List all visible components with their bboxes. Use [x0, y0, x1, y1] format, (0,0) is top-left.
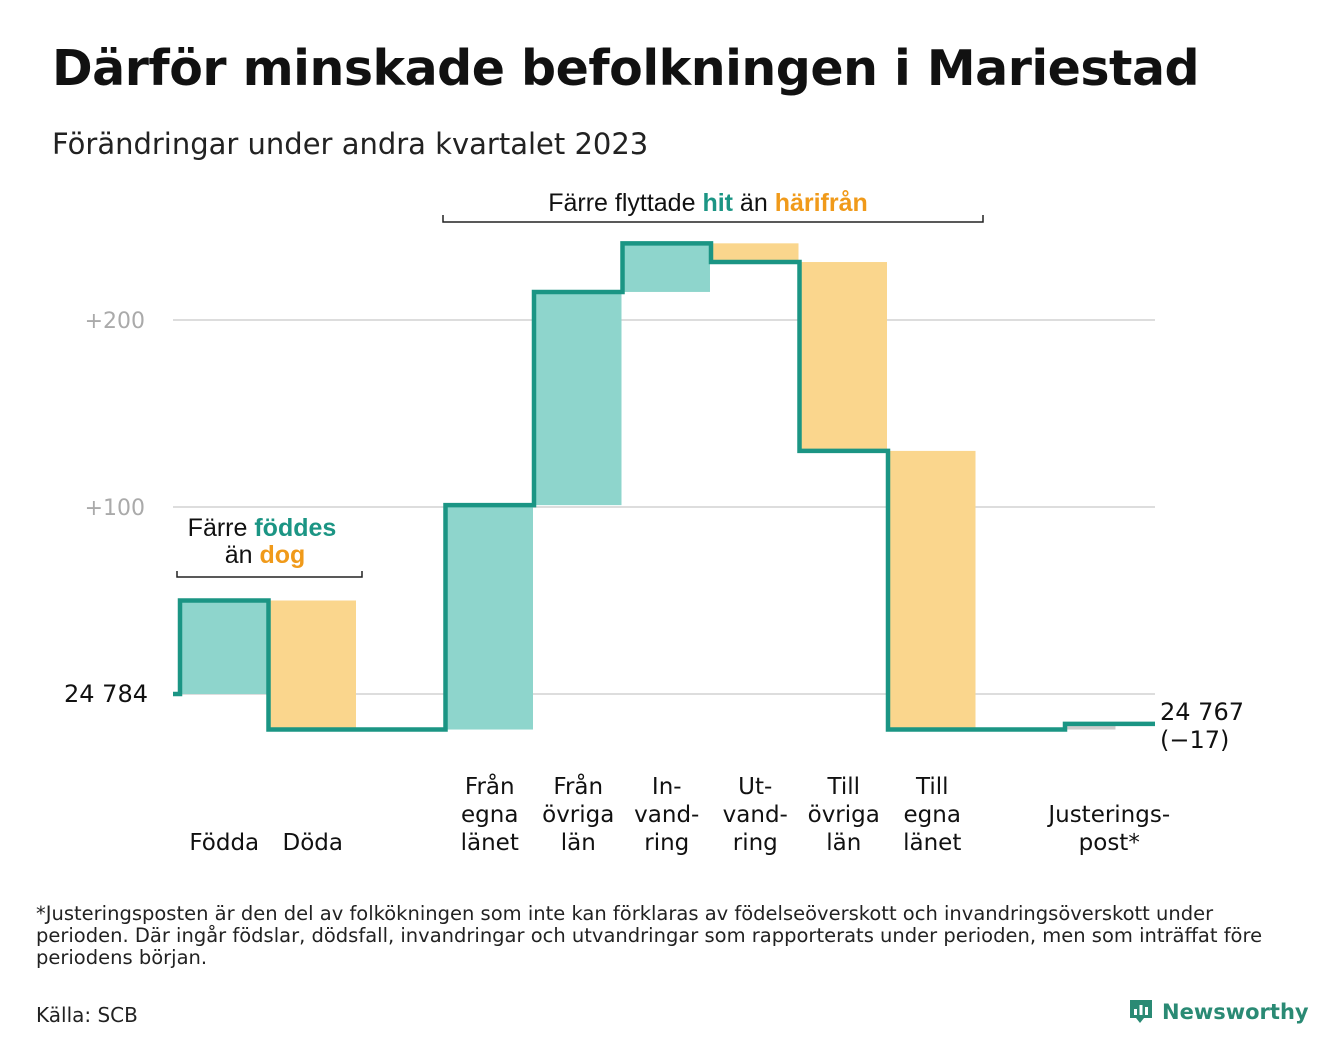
bar-chart-logo-icon: [1130, 1000, 1152, 1023]
footnote: *Justeringsposten är den del av folkökni…: [36, 902, 1263, 969]
bar-in: [622, 243, 710, 292]
bar-out: [888, 450, 976, 730]
births-bracket: [176, 571, 363, 578]
births-annotation: Färre föddes: [188, 514, 337, 542]
logo-text: Newsworthy: [1162, 1000, 1309, 1024]
category-label: övriga: [808, 802, 880, 828]
cumulative-step-line: [173, 241, 1155, 732]
category-label: ring: [733, 830, 778, 856]
bar-adjust: [1065, 723, 1116, 730]
category-label: länet: [461, 830, 519, 856]
chart-subtitle: Förändringar under andra kvartalet 2023: [52, 127, 649, 161]
y-tick-label: +100: [85, 496, 145, 521]
category-label: län: [826, 830, 861, 856]
bar-in: [534, 291, 622, 506]
y-tick-label: +200: [85, 309, 145, 334]
category-label: Justerings-: [1046, 802, 1170, 828]
category-label: post*: [1079, 830, 1140, 856]
births-annotation-line2: än dog: [225, 541, 306, 569]
moves-bracket: [442, 215, 984, 223]
category-label: In-: [652, 774, 682, 800]
category-label: länet: [903, 830, 961, 856]
category-label: län: [561, 830, 596, 856]
bar-out: [711, 243, 799, 263]
category-label: övriga: [542, 802, 614, 828]
change-label: (−17): [1160, 726, 1229, 754]
end-value-label: 24 767: [1160, 698, 1244, 726]
bar-out: [799, 262, 887, 451]
category-label: Från: [465, 772, 515, 800]
category-label: egna: [461, 802, 518, 828]
category-label: Från: [553, 772, 603, 800]
bar-out: [268, 600, 356, 730]
source-note: Källa: SCB: [36, 1003, 138, 1027]
category-label: Till: [915, 774, 949, 800]
newsworthy-logo: Newsworthy: [1128, 998, 1309, 1026]
category-label: ring: [644, 830, 689, 856]
category-label: Ut-: [738, 774, 772, 800]
category-label: vand-: [723, 802, 788, 828]
bar-in: [445, 505, 533, 730]
chart-title: Därför minskade befolkningen i Mariestad: [52, 40, 1200, 97]
start-value-label: 24 784: [64, 680, 148, 708]
category-label: egna: [904, 802, 961, 828]
category-label: Till: [826, 774, 860, 800]
bar-in: [180, 600, 268, 694]
category-label: vand-: [634, 802, 699, 828]
moves-annotation: Färre flyttade hit än härifrån: [548, 189, 868, 217]
category-label: Döda: [283, 830, 343, 856]
category-label: Födda: [189, 830, 259, 856]
